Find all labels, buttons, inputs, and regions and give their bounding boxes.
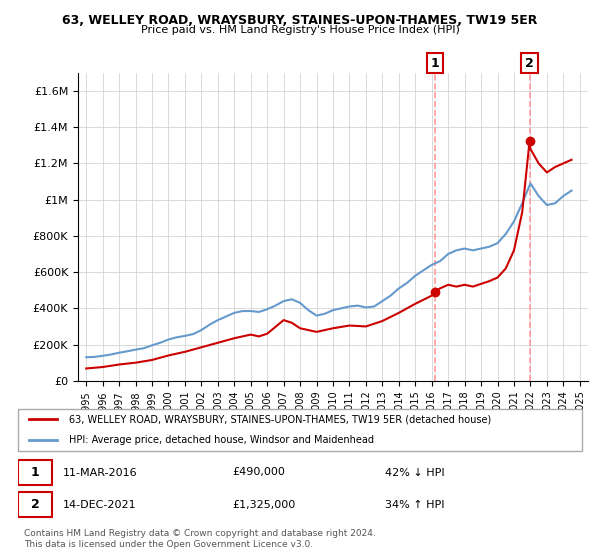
Text: 63, WELLEY ROAD, WRAYSBURY, STAINES-UPON-THAMES, TW19 5ER (detached house): 63, WELLEY ROAD, WRAYSBURY, STAINES-UPON… bbox=[69, 414, 491, 424]
Text: 34% ↑ HPI: 34% ↑ HPI bbox=[385, 500, 444, 510]
Text: Contains HM Land Registry data © Crown copyright and database right 2024.
This d: Contains HM Land Registry data © Crown c… bbox=[24, 529, 376, 549]
FancyBboxPatch shape bbox=[18, 460, 52, 485]
Text: 63, WELLEY ROAD, WRAYSBURY, STAINES-UPON-THAMES, TW19 5ER: 63, WELLEY ROAD, WRAYSBURY, STAINES-UPON… bbox=[62, 14, 538, 27]
Text: 2: 2 bbox=[31, 498, 39, 511]
FancyBboxPatch shape bbox=[18, 492, 52, 517]
Text: Price paid vs. HM Land Registry's House Price Index (HPI): Price paid vs. HM Land Registry's House … bbox=[140, 25, 460, 35]
Text: 1: 1 bbox=[430, 57, 439, 70]
Text: HPI: Average price, detached house, Windsor and Maidenhead: HPI: Average price, detached house, Wind… bbox=[69, 435, 374, 445]
Text: 42% ↓ HPI: 42% ↓ HPI bbox=[385, 468, 444, 478]
Text: 14-DEC-2021: 14-DEC-2021 bbox=[63, 500, 137, 510]
Text: £490,000: £490,000 bbox=[232, 468, 285, 478]
Text: 2: 2 bbox=[525, 57, 534, 70]
FancyBboxPatch shape bbox=[18, 409, 582, 451]
Text: 11-MAR-2016: 11-MAR-2016 bbox=[63, 468, 138, 478]
Text: £1,325,000: £1,325,000 bbox=[232, 500, 296, 510]
Text: 1: 1 bbox=[31, 466, 39, 479]
